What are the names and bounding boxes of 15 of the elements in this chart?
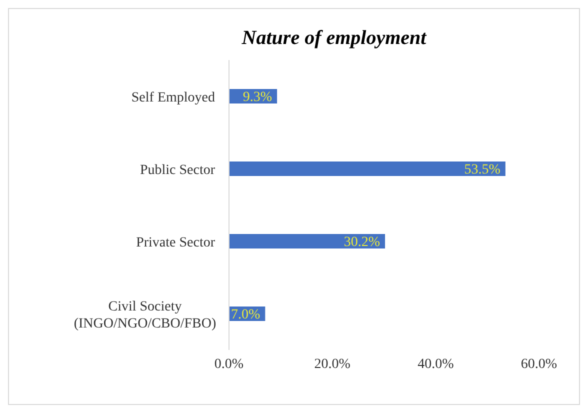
y-tick-label: Self Employed	[131, 90, 215, 106]
x-tick-label: 60.0%	[520, 356, 558, 372]
data-label: 9.3%	[242, 90, 272, 106]
y-tick-label: Civil Society (INGO/NGO/CBO/FBO)	[74, 299, 217, 332]
chart-title: Nature of employment	[240, 26, 428, 50]
data-label: 53.5%	[464, 162, 501, 178]
bar	[229, 234, 386, 248]
data-label: 30.2%	[344, 235, 380, 250]
y-tick-label: Public Sector	[140, 162, 216, 178]
data-label: 7.0%	[230, 308, 260, 323]
x-tick-label: 0.0%	[214, 356, 244, 372]
x-tick-label: 40.0%	[418, 356, 454, 372]
y-tick-label: Private Sector	[136, 235, 216, 250]
x-tick-label: 20.0%	[314, 356, 351, 372]
bar	[229, 162, 506, 176]
